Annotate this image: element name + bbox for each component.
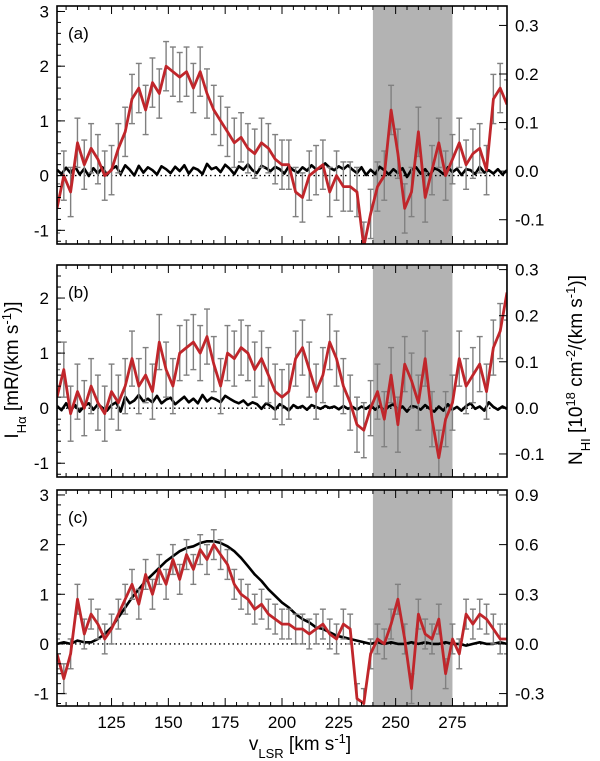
panel-label: (a): [68, 24, 89, 43]
right-tick-label: -0.1: [515, 211, 544, 230]
left-tick-label: 0: [40, 167, 49, 186]
plot-area: [57, 40, 507, 244]
x-axis-title-sub: LSR: [258, 746, 283, 761]
left-tick-label: 0: [40, 635, 49, 654]
left-tick-label: 2: [40, 57, 49, 76]
right-axis-title-units-a: [10: [566, 407, 587, 439]
left-tick-label: 1: [40, 344, 49, 363]
right-tick-label: 0.6: [515, 536, 539, 555]
x-axis-title-end: ]: [346, 734, 351, 755]
left-tick-label: 2: [40, 289, 49, 308]
x-tick-label: 175: [211, 713, 239, 732]
right-tick-label: 0.0: [515, 399, 539, 418]
right-axis-title-units-b: cm: [566, 361, 587, 392]
right-axis-title-units-c: /(km s: [566, 298, 587, 350]
right-tick-label: 0.3: [515, 16, 539, 35]
x-axis-title-sup: -1: [334, 731, 346, 746]
panel-label: (c): [68, 508, 88, 527]
plot-area: [57, 265, 507, 477]
x-tick-label: 125: [97, 713, 125, 732]
left-axis-title-sup: -1: [0, 313, 14, 325]
right-axis-title-sup-c: -1: [563, 287, 578, 299]
right-tick-label: 0.3: [515, 261, 539, 280]
panel-3: -1 0 1 2 3 -0.3 0.0 0.3 0.6 0.9 (c) 125 150 175 200 225…: [34, 486, 544, 732]
right-axis-title-main: N: [566, 451, 587, 465]
left-axis-title-units: [mR/(km s: [2, 325, 23, 417]
left-axis-title-main: I: [2, 433, 23, 438]
x-axis-title-units: [km s: [284, 734, 335, 755]
right-tick-label: 0.1: [515, 114, 539, 133]
left-tick-label: 1: [40, 112, 49, 131]
panels: -1 0 1 2 3 -0.1 0.0 0.1 0.2 0.3 (a) -1 0 1 2 -0.1 0.0 0.1…: [34, 2, 544, 732]
x-tick-label: 275: [438, 713, 466, 732]
left-tick-label: 3: [40, 486, 49, 505]
right-tick-label: 0.0: [515, 162, 539, 181]
x-axis-title-main: v: [249, 734, 259, 755]
left-axis-title: IHα [mR/(km s-1)]: [0, 301, 29, 438]
left-tick-label: -1: [34, 685, 49, 704]
right-tick-label: 0.0: [515, 635, 539, 654]
plot-area: [57, 529, 507, 706]
right-tick-label: -0.1: [515, 445, 544, 464]
right-axis-title-sup-b: -2: [563, 350, 578, 362]
x-tick-label: 225: [325, 713, 353, 732]
shaded-region: [372, 6, 453, 244]
halpha-series-line: [57, 64, 507, 244]
left-tick-label: 0: [40, 399, 49, 418]
panel-2: -1 0 1 2 -0.1 0.0 0.1 0.2 0.3 (b): [34, 261, 544, 478]
right-tick-label: 0.2: [515, 65, 539, 84]
right-tick-label: 0.2: [515, 307, 539, 326]
right-tick-label: 0.1: [515, 353, 539, 372]
left-tick-label: 1: [40, 585, 49, 604]
right-axis-title-end: )]: [566, 275, 587, 287]
panel-1: -1 0 1 2 3 -0.1 0.0 0.1 0.2 0.3 (a): [34, 2, 544, 245]
left-axis-title-end: )]: [2, 301, 23, 313]
x-tick-label: 200: [268, 713, 296, 732]
left-tick-label: -1: [34, 221, 49, 240]
x-tick-label: 250: [381, 713, 409, 732]
left-tick-label: -1: [34, 454, 49, 473]
x-axis-title: vLSR [km s-1]: [249, 731, 351, 761]
right-axis-title: NHI [1018 cm-2/(km s-1)]: [563, 275, 593, 465]
right-tick-label: 0.9: [515, 486, 539, 505]
left-tick-label: 2: [40, 536, 49, 555]
halpha-series-line: [57, 292, 507, 460]
right-axis-title-sub: HI: [578, 438, 593, 451]
right-tick-label: 0.3: [515, 585, 539, 604]
left-tick-label: 3: [40, 2, 49, 21]
left-axis-title-sub: Hα: [14, 416, 29, 433]
right-axis-title-sup-a: 18: [563, 392, 578, 406]
x-tick-label: 150: [154, 713, 182, 732]
halpha-series-line: [57, 543, 507, 705]
panel-label: (b): [68, 283, 89, 302]
right-tick-label: -0.3: [515, 685, 544, 704]
